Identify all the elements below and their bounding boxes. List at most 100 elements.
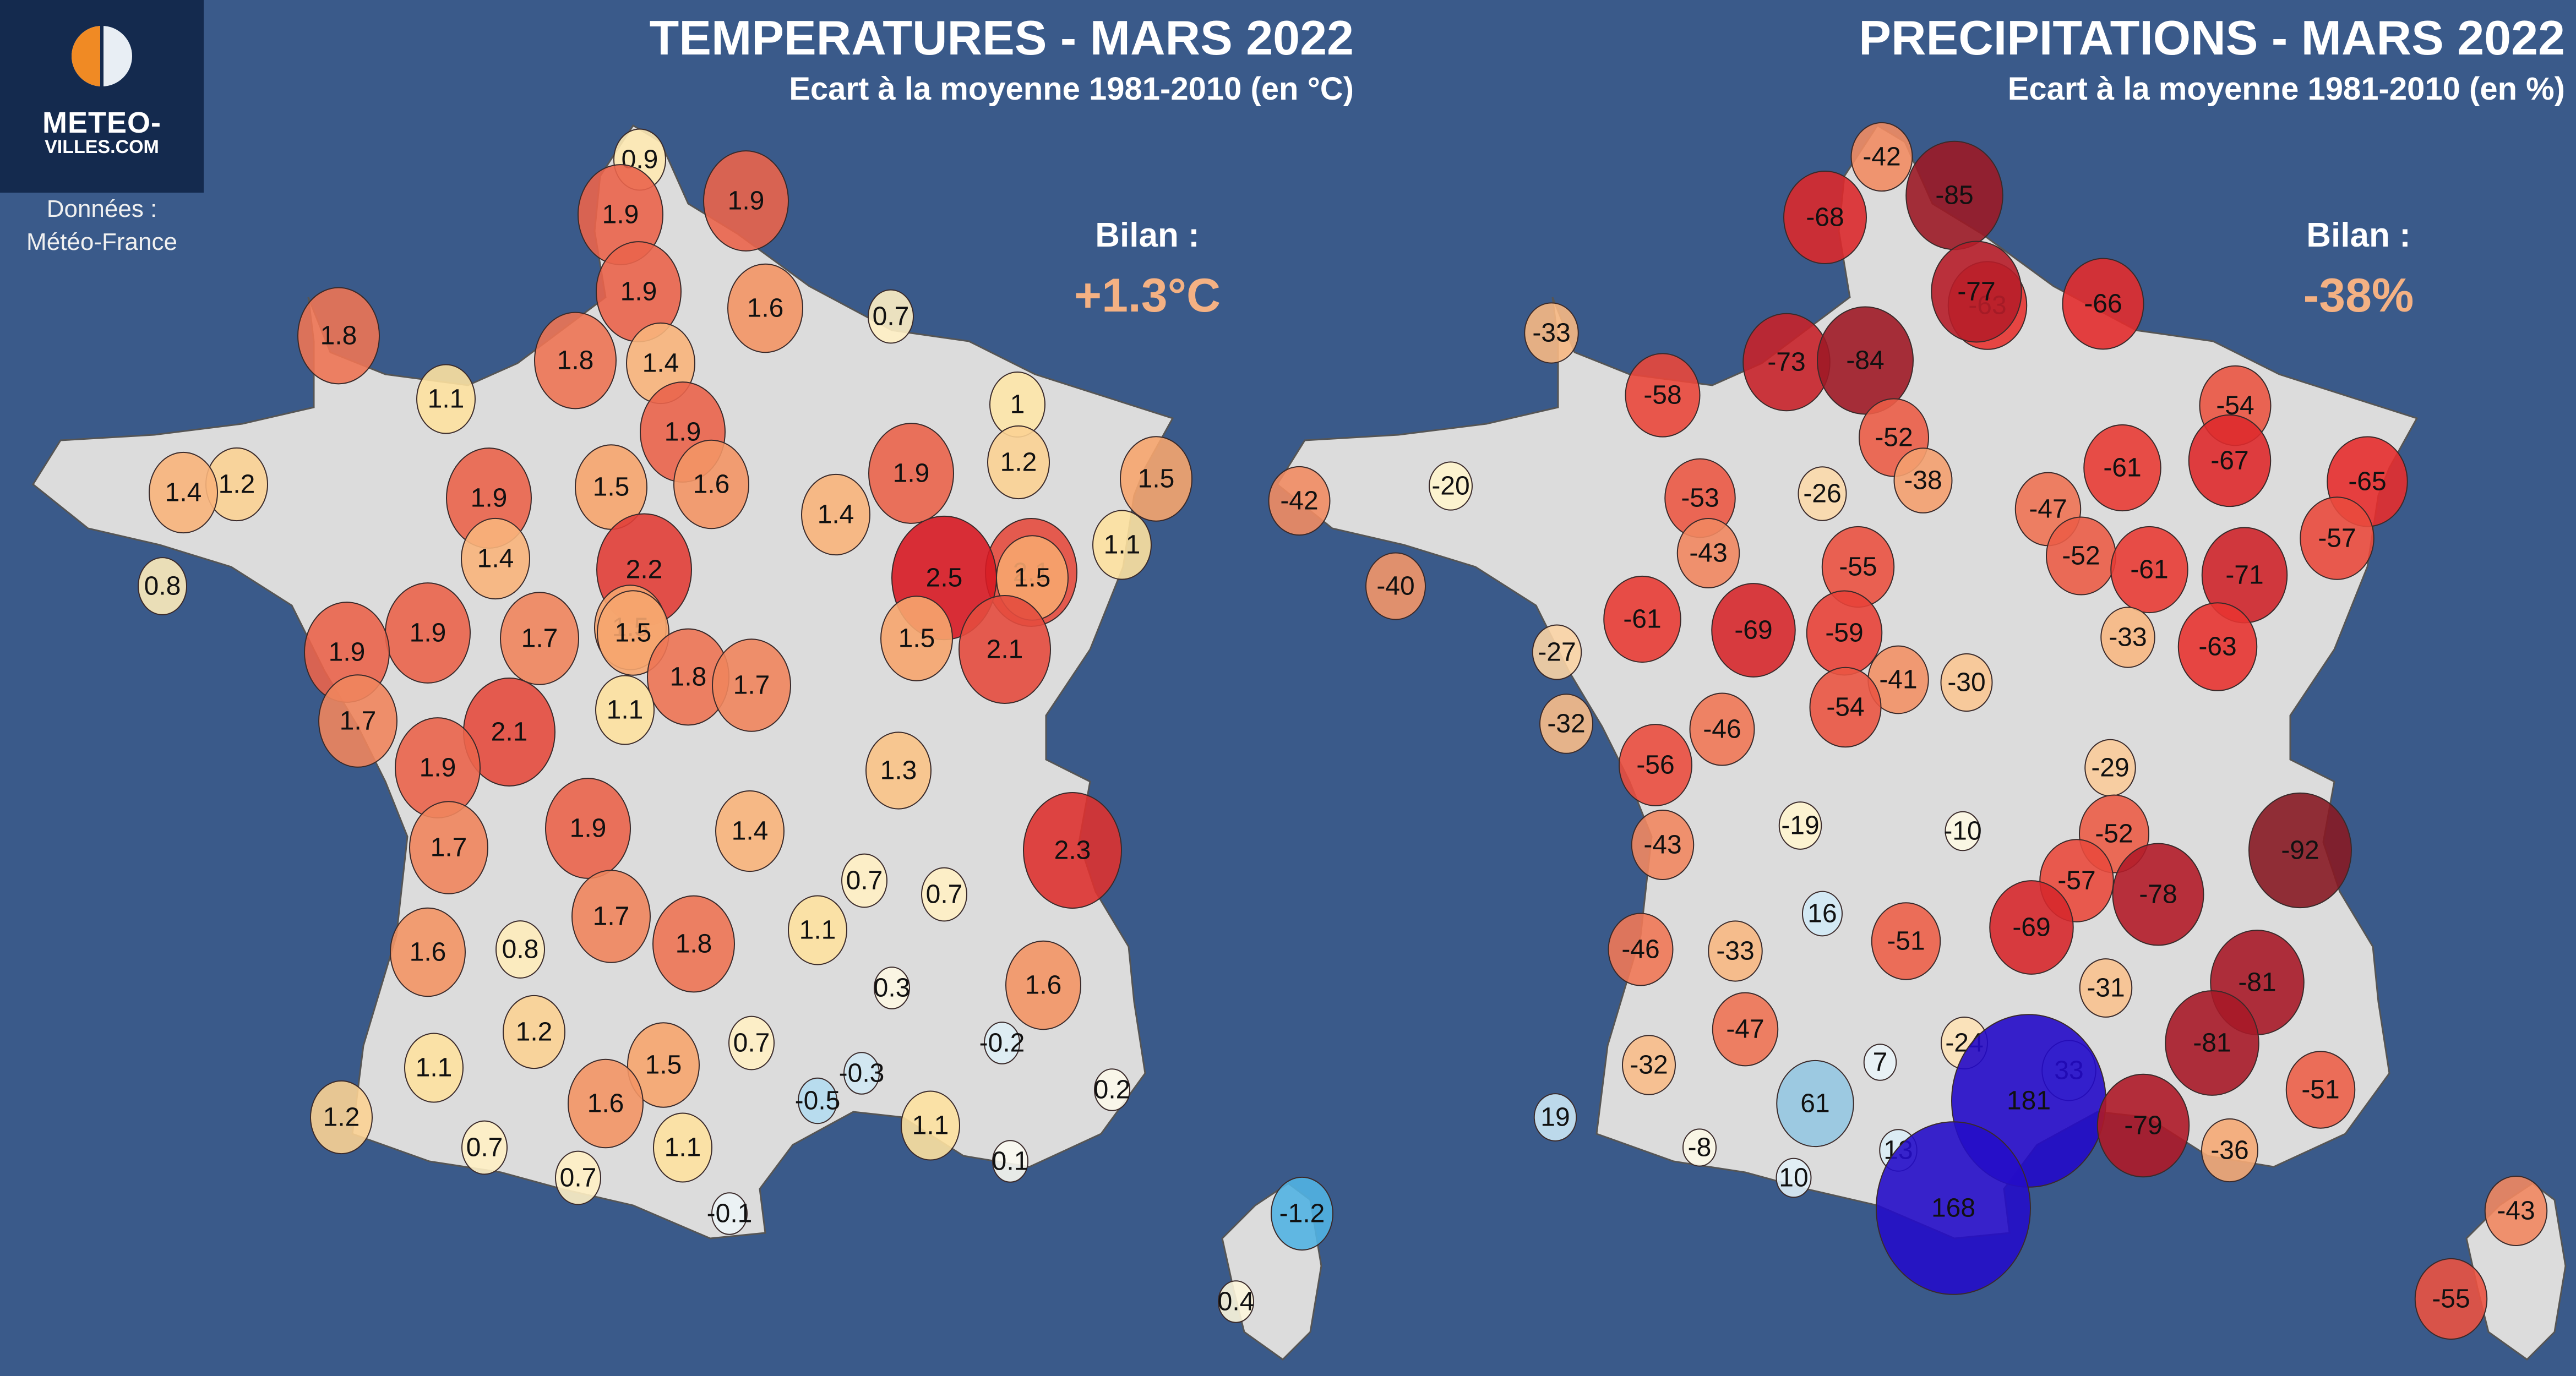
station-bubble: -68 bbox=[1783, 171, 1867, 264]
station-bubble: -92 bbox=[2248, 792, 2352, 909]
station-bubble: 2.1 bbox=[958, 595, 1051, 704]
station-bubble: 168 bbox=[1876, 1121, 2031, 1295]
station-value-label: -0.2 bbox=[979, 1029, 1025, 1058]
station-bubble: 1.6 bbox=[568, 1058, 644, 1149]
station-value-label: 1.8 bbox=[670, 663, 707, 692]
station-marker bbox=[1682, 1128, 1717, 1167]
station-value-label: 1.9 bbox=[620, 277, 657, 307]
station-marker bbox=[2248, 792, 2352, 909]
station-bubble: -43 bbox=[2484, 1176, 2548, 1246]
station-value-label: 1.2 bbox=[219, 470, 255, 499]
station-bubble: -51 bbox=[1871, 902, 1941, 980]
station-bubble: 0.8 bbox=[495, 920, 545, 979]
station-marker bbox=[1676, 518, 1740, 588]
station-value-label: 1.9 bbox=[471, 484, 508, 513]
station-value-label: -36 bbox=[2210, 1136, 2248, 1165]
station-marker bbox=[500, 592, 579, 685]
station-marker bbox=[673, 439, 749, 529]
station-value-label: -31 bbox=[2087, 974, 2125, 1003]
station-marker bbox=[703, 150, 789, 252]
station-value-label: -81 bbox=[2238, 968, 2276, 997]
station-marker bbox=[712, 638, 791, 732]
station-value-label: 1.3 bbox=[880, 756, 917, 785]
station-bubble: -31 bbox=[2079, 958, 2133, 1018]
station-bubble: 1.1 bbox=[901, 1090, 960, 1161]
station-value-label: 1 bbox=[1010, 390, 1025, 419]
station-bubble: 2.3 bbox=[1023, 791, 1122, 909]
station-value-label: 1.9 bbox=[893, 459, 930, 488]
station-marker bbox=[1533, 1093, 1577, 1142]
station-bubble: -55 bbox=[2414, 1258, 2488, 1340]
station-value-label: -43 bbox=[2497, 1197, 2535, 1226]
station-marker bbox=[1524, 302, 1579, 364]
station-value-label: -71 bbox=[2225, 561, 2263, 590]
station-value-label: 0.7 bbox=[926, 880, 963, 909]
station-bubble: -41 bbox=[1867, 645, 1929, 714]
station-marker bbox=[1778, 801, 1822, 850]
station-value-label: -52 bbox=[2062, 542, 2100, 571]
station-bubble: 1.9 bbox=[385, 582, 471, 684]
station-marker bbox=[404, 1033, 464, 1103]
station-value-label: -33 bbox=[2109, 623, 2147, 652]
station-value-label: 1.2 bbox=[323, 1103, 360, 1132]
station-bubble: -84 bbox=[1817, 306, 1914, 415]
station-bubble: 1.7 bbox=[712, 638, 791, 732]
station-marker bbox=[1940, 653, 1993, 712]
station-value-label: 1.7 bbox=[340, 707, 377, 736]
temperature-bilan-label: Bilan : bbox=[1095, 216, 1200, 254]
station-bubble: -52 bbox=[2046, 516, 2116, 596]
station-bubble: 1.9 bbox=[868, 423, 954, 524]
station-bubble: 0.7 bbox=[921, 867, 967, 922]
station-bubble: 10 bbox=[1776, 1157, 1812, 1198]
station-value-label: 1.6 bbox=[1025, 971, 1062, 1000]
station-bubble: -51 bbox=[2285, 1051, 2356, 1129]
station-marker bbox=[627, 1022, 700, 1108]
station-value-label: 1.2 bbox=[516, 1018, 553, 1047]
station-bubble: 1.1 bbox=[788, 895, 847, 965]
station-value-label: 1.6 bbox=[747, 294, 784, 323]
station-value-label: -65 bbox=[2348, 467, 2386, 496]
station-marker bbox=[545, 778, 631, 879]
station-bubble: 19 bbox=[1533, 1093, 1577, 1142]
station-marker bbox=[2110, 526, 2188, 614]
station-bubble: -42 bbox=[1850, 122, 1913, 192]
station-value-label: 1.1 bbox=[665, 1133, 701, 1162]
station-bubble: 0.7 bbox=[868, 289, 914, 344]
station-value-label: 1.1 bbox=[1104, 531, 1141, 560]
temperature-bilan-value: +1.3°C bbox=[1074, 269, 1221, 322]
station-marker bbox=[1809, 667, 1882, 748]
station-value-label: -61 bbox=[1623, 605, 1661, 634]
station-marker bbox=[2188, 414, 2272, 507]
station-value-label: 2.2 bbox=[626, 555, 663, 585]
station-value-label: 1.4 bbox=[477, 544, 514, 574]
station-bubble: -42 bbox=[1268, 466, 1331, 536]
station-marker bbox=[1625, 353, 1701, 438]
station-bubble: -56 bbox=[1619, 724, 1692, 806]
station-marker bbox=[461, 517, 530, 600]
station-value-label: -29 bbox=[2091, 753, 2129, 783]
station-bubble: -57 bbox=[2300, 496, 2375, 580]
station-bubble: -33 bbox=[1708, 920, 1763, 982]
station-marker bbox=[1603, 575, 1681, 663]
station-marker bbox=[1712, 992, 1779, 1067]
station-bubble: 1.6 bbox=[673, 439, 749, 529]
station-value-label: -73 bbox=[1767, 348, 1805, 377]
station-bubble: -38 bbox=[1893, 447, 1953, 514]
station-value-label: -56 bbox=[1636, 751, 1674, 780]
station-bubble: 1.4 bbox=[149, 451, 218, 534]
station-marker bbox=[901, 1090, 960, 1161]
station-marker bbox=[921, 867, 967, 922]
station-value-label: 1.9 bbox=[602, 200, 639, 230]
station-value-label: 0.7 bbox=[466, 1133, 503, 1162]
station-marker bbox=[1893, 447, 1953, 514]
station-value-label: -85 bbox=[1935, 181, 1973, 210]
station-marker bbox=[788, 895, 847, 965]
station-value-label: 0.4 bbox=[1218, 1287, 1255, 1317]
precipitation-bilan-label: Bilan : bbox=[2306, 216, 2411, 254]
station-value-label: -69 bbox=[1734, 616, 1772, 645]
station-bubble: -0.2 bbox=[979, 1022, 1025, 1064]
station-marker bbox=[503, 995, 565, 1069]
station-marker bbox=[1120, 436, 1192, 522]
station-bubble: 0.8 bbox=[138, 557, 187, 615]
station-bubble: -53 bbox=[1664, 458, 1736, 538]
